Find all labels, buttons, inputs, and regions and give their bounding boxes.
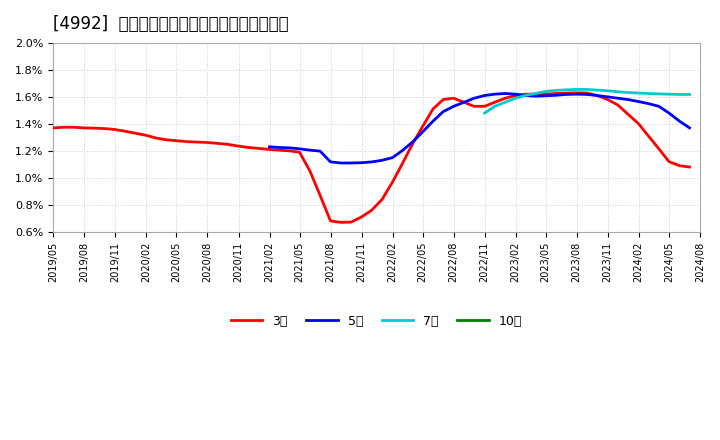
Text: [4992]  当期純利益マージンの標準偏差の推移: [4992] 当期純利益マージンの標準偏差の推移 [53, 15, 289, 33]
Legend: 3年, 5年, 7年, 10年: 3年, 5年, 7年, 10年 [226, 310, 527, 333]
